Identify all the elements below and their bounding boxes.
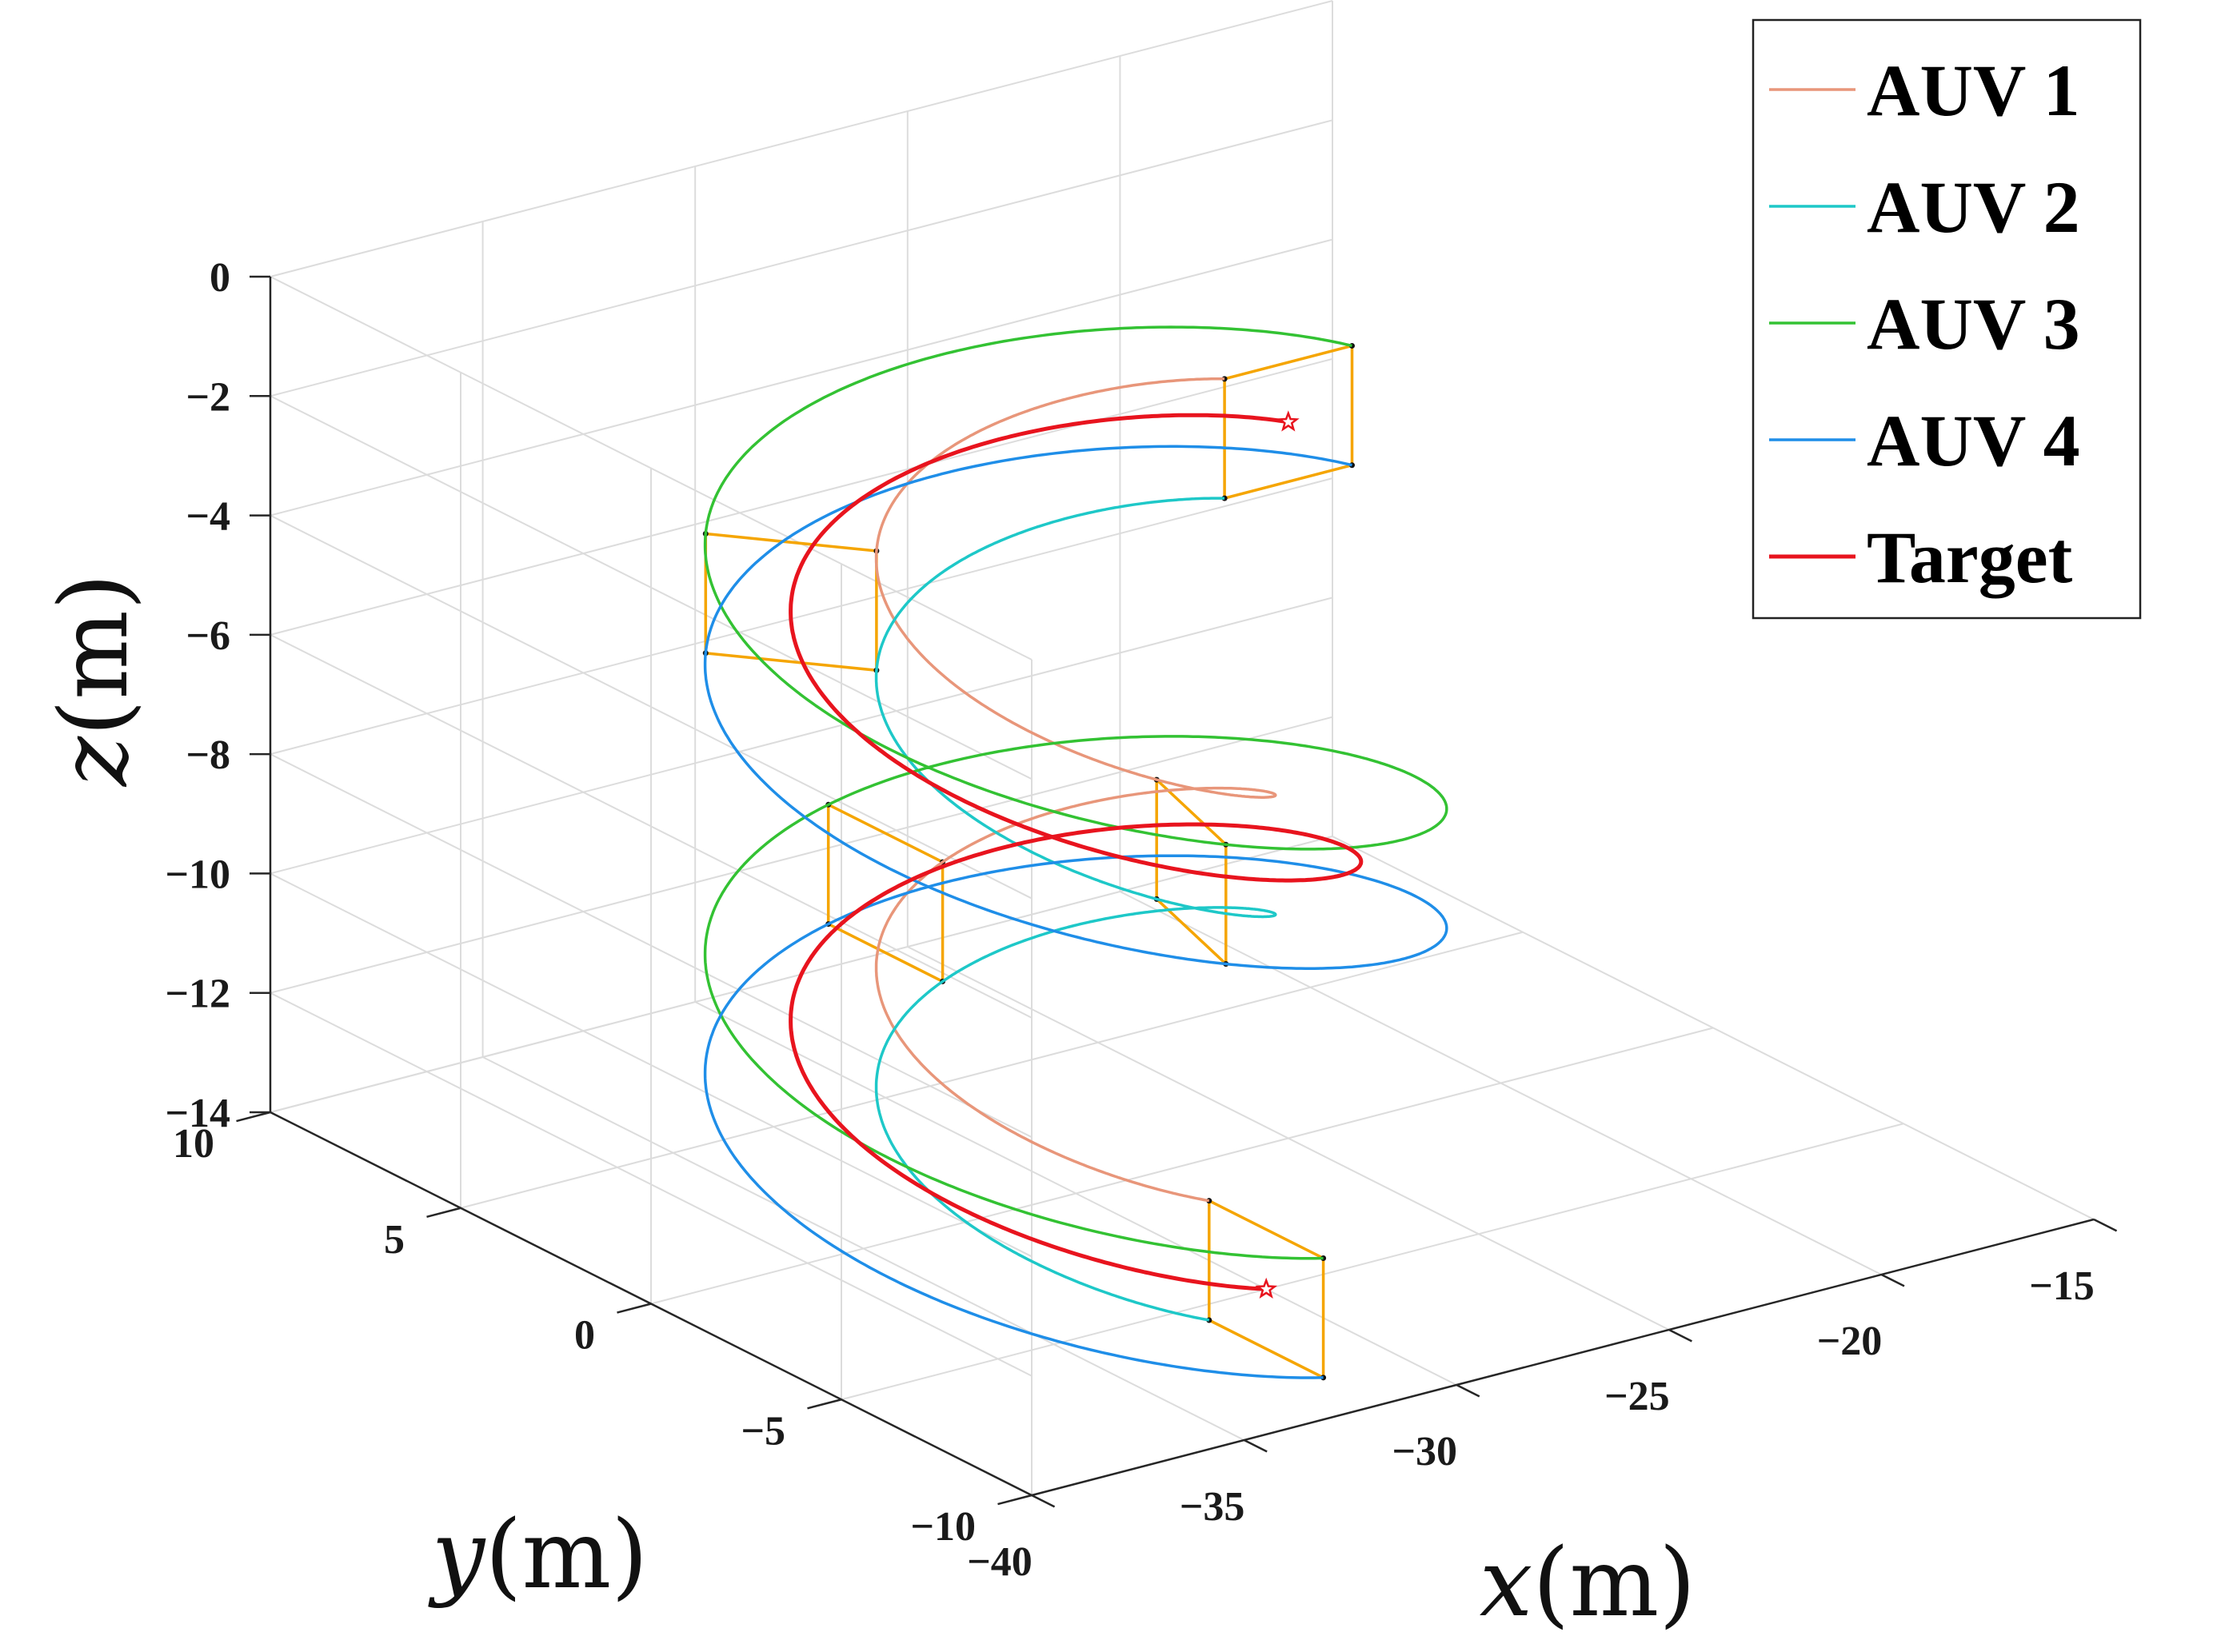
series-line-auv-4 bbox=[703, 445, 1448, 1379]
x-tick bbox=[2093, 1218, 2118, 1232]
grid-line bbox=[270, 119, 1333, 397]
y-tick-label: −10 bbox=[910, 1504, 976, 1550]
target-star-marker bbox=[1276, 410, 1300, 432]
x-tick-label: −30 bbox=[1392, 1429, 1457, 1474]
x-tick bbox=[1456, 1383, 1480, 1398]
grid-line bbox=[270, 633, 1033, 1019]
y-tick-label: 10 bbox=[173, 1121, 214, 1167]
z-axis-label: z(m) bbox=[38, 573, 149, 788]
grid-line bbox=[270, 992, 1033, 1377]
y-axis-label: y(m) bbox=[428, 1499, 649, 1610]
y-tick-label: 0 bbox=[574, 1313, 595, 1359]
y-tick bbox=[807, 1399, 842, 1410]
y-tick-label: −5 bbox=[741, 1408, 785, 1454]
grid-line bbox=[650, 1027, 1714, 1305]
grid-line bbox=[270, 597, 1333, 875]
x-tick bbox=[1244, 1439, 1268, 1453]
y-tick-label: 5 bbox=[384, 1217, 405, 1263]
trajectory-series bbox=[703, 325, 1448, 1379]
series-line-auv-3 bbox=[703, 325, 1448, 1260]
grid-line bbox=[270, 0, 1333, 277]
grid-line bbox=[1119, 891, 1882, 1275]
z-tick-label: 0 bbox=[210, 255, 230, 301]
grid-line bbox=[1332, 836, 2095, 1220]
x-axis-label: x(m) bbox=[1480, 1527, 1696, 1638]
grid-line bbox=[841, 1123, 1904, 1401]
series-line-auv-2 bbox=[874, 497, 1277, 1322]
z-tick-label: −2 bbox=[186, 374, 230, 420]
x-tick-label: −35 bbox=[1180, 1484, 1245, 1530]
legend-label: AUV 3 bbox=[1867, 283, 2080, 365]
grid-line bbox=[270, 357, 1333, 636]
y-tick bbox=[236, 1111, 271, 1123]
grid-line bbox=[270, 276, 1033, 660]
x-tick bbox=[1880, 1273, 1905, 1287]
grid-line bbox=[482, 1056, 1245, 1441]
x-tick bbox=[1031, 1494, 1056, 1508]
z-tick-label: −14 bbox=[165, 1091, 230, 1136]
grid-line bbox=[270, 238, 1333, 517]
legend-label: AUV 1 bbox=[1867, 50, 2080, 131]
series-line-target bbox=[789, 413, 1364, 1291]
x-tick bbox=[1668, 1328, 1692, 1343]
grid-line bbox=[270, 395, 1033, 780]
z-tick-label: −10 bbox=[165, 852, 230, 897]
grid-line bbox=[694, 1001, 1457, 1386]
y-tick bbox=[426, 1207, 461, 1218]
grid-line bbox=[270, 753, 1033, 1139]
target-markers bbox=[1255, 410, 1300, 1299]
legend-label: AUV 2 bbox=[1867, 166, 2080, 248]
z-tick-label: −4 bbox=[186, 494, 230, 540]
grid-line bbox=[460, 931, 1524, 1209]
target-star-marker bbox=[1255, 1277, 1278, 1299]
y-tick bbox=[997, 1494, 1033, 1506]
grid-line bbox=[270, 514, 1033, 900]
axis-box bbox=[236, 275, 2118, 1508]
x-tick-label: −15 bbox=[2029, 1263, 2095, 1309]
legend-box bbox=[1752, 18, 2142, 620]
grid-line bbox=[270, 716, 1333, 994]
legend: AUV 1 AUV 2 AUV 3 AUV 4 Target bbox=[1752, 18, 2142, 620]
z-tick-label: −12 bbox=[165, 972, 230, 1017]
grid-line bbox=[270, 477, 1333, 756]
y-tick bbox=[617, 1303, 652, 1314]
legend-label: AUV 4 bbox=[1867, 400, 2080, 481]
x-tick-label: −40 bbox=[967, 1539, 1033, 1585]
legend-label: Target bbox=[1867, 517, 2073, 598]
z-tick-label: −6 bbox=[186, 613, 230, 659]
grid-line bbox=[270, 872, 1033, 1258]
grid-line bbox=[907, 946, 1670, 1331]
tick-labels: −40 −35 −30 −25 −20 −15 10 5 0 −5 −10 0 −2 −4 −6 −8 −10 −… bbox=[165, 255, 2094, 1585]
x-tick-label: −25 bbox=[1604, 1374, 1670, 1419]
x-axis-line bbox=[1031, 1218, 2095, 1497]
z-tick-label: −8 bbox=[186, 732, 230, 778]
x-tick-label: −20 bbox=[1817, 1319, 1883, 1364]
